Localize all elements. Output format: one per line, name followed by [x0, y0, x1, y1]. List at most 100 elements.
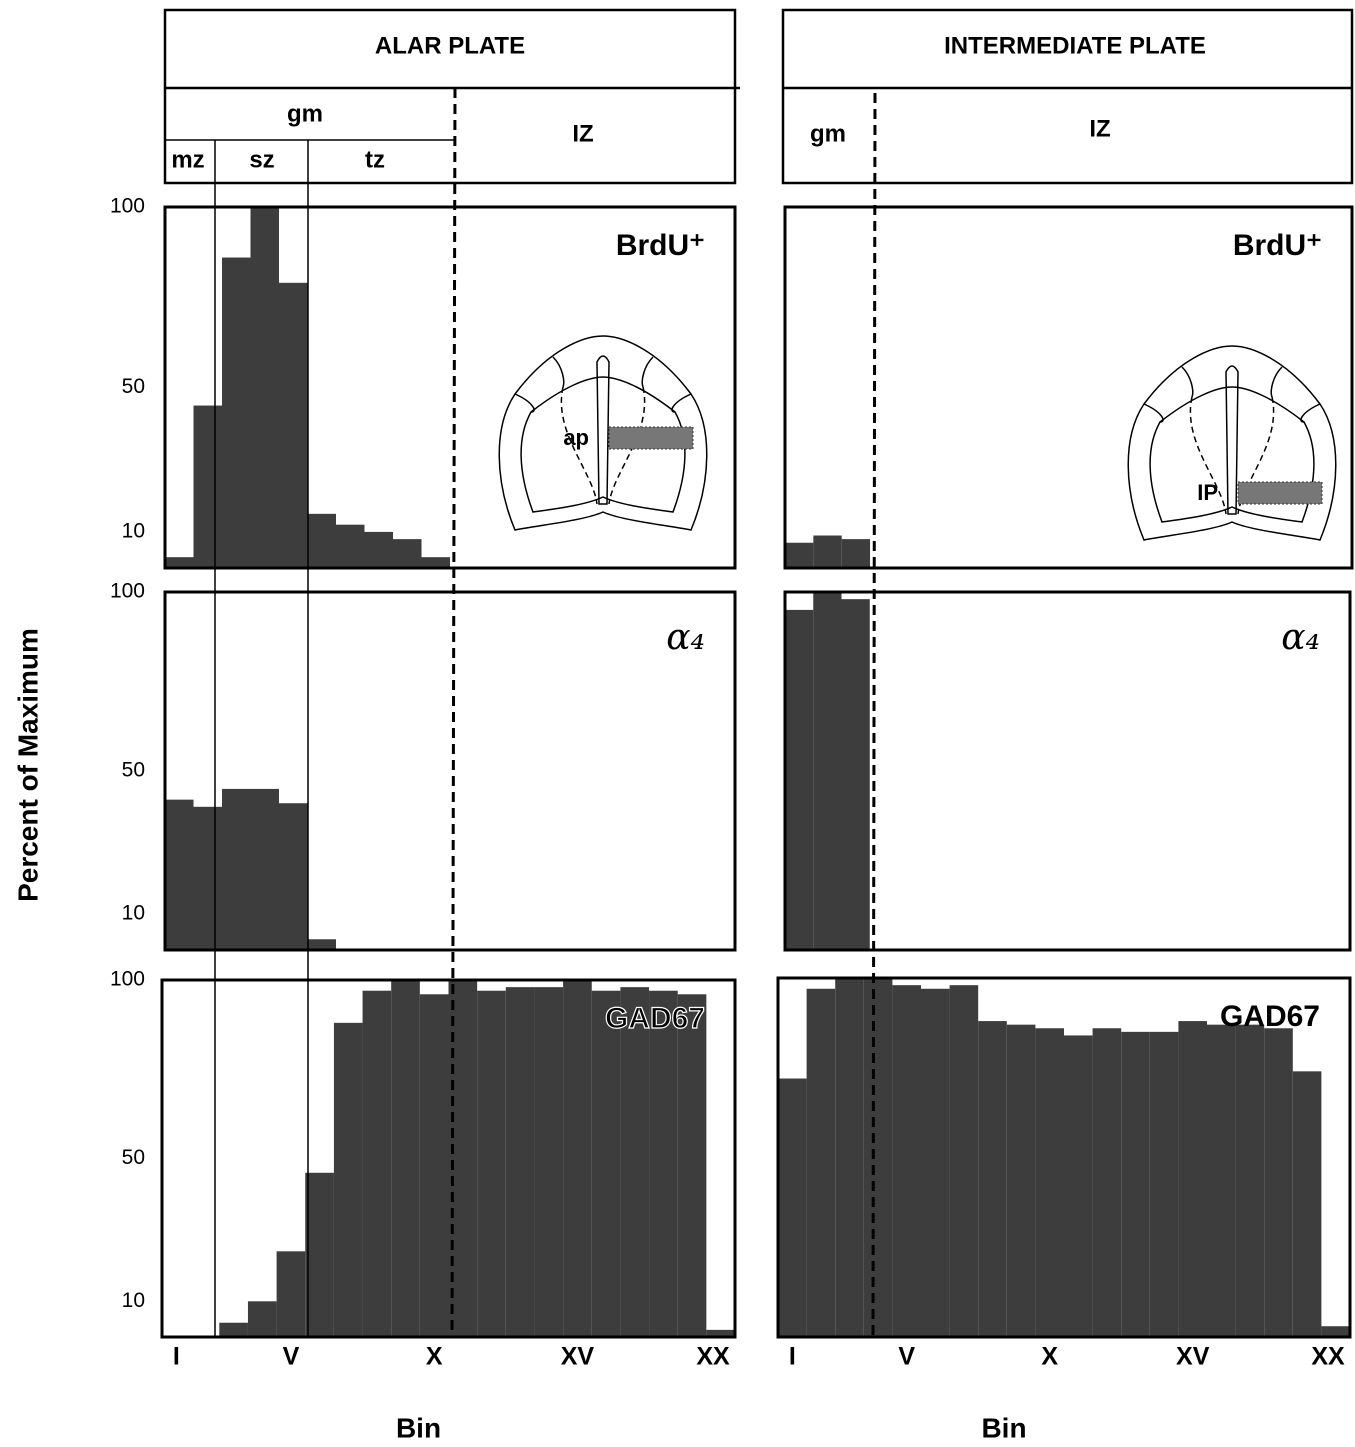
bar: [279, 803, 308, 950]
bar: [279, 283, 308, 568]
bar: [194, 807, 223, 950]
bar: [222, 258, 251, 568]
bar: [1007, 1025, 1036, 1337]
bar: [1121, 1032, 1150, 1337]
y-tick-label: 100: [110, 195, 145, 218]
bar: [1150, 1032, 1179, 1337]
bar: [308, 514, 337, 568]
panel-title: α₄: [666, 617, 705, 658]
bar: [363, 991, 392, 1337]
bar: [308, 939, 337, 950]
bar: [835, 978, 864, 1337]
bar: [219, 1323, 248, 1337]
y-axis-title: Percent of Maximum: [12, 628, 43, 902]
x-tick-label: V: [898, 1343, 915, 1371]
zone-label: IZ: [1089, 115, 1110, 142]
x-tick-label: V: [283, 1343, 300, 1371]
inset-label: IP: [1197, 480, 1218, 505]
bar: [1093, 1028, 1122, 1337]
header-title: INTERMEDIATE PLATE: [944, 32, 1206, 59]
bar: [1178, 1021, 1207, 1337]
y-tick-label: 10: [122, 1289, 145, 1312]
bar: [778, 1079, 807, 1337]
bar: [391, 980, 420, 1337]
bar: [1207, 1025, 1236, 1337]
bar: [807, 989, 836, 1337]
y-tick-label: 50: [122, 375, 145, 398]
bar: [334, 1023, 363, 1337]
panel-title: α₄: [1281, 617, 1320, 658]
y-tick-label: 10: [122, 902, 145, 925]
bar: [251, 789, 280, 950]
zone-label: gm: [287, 100, 323, 127]
x-tick-label: XV: [561, 1343, 595, 1371]
bar: [165, 557, 194, 568]
zone-label: IZ: [572, 120, 593, 147]
inset-canal: [597, 356, 609, 504]
bar: [477, 991, 506, 1337]
bar: [842, 599, 870, 950]
bar: [506, 987, 535, 1337]
bar: [978, 1021, 1007, 1337]
bar: [194, 406, 223, 568]
bar: [365, 532, 394, 568]
panel-title: GAD67: [605, 1002, 705, 1035]
x-tick-label: XX: [1311, 1343, 1345, 1371]
zone-label: gm: [810, 120, 846, 147]
bar: [892, 985, 921, 1337]
figure: ALAR PLATE gm mz sz tz IZ INTERMEDIATE P…: [0, 0, 1355, 1447]
bar: [1064, 1035, 1093, 1337]
bar: [393, 539, 422, 568]
bar: [222, 789, 251, 950]
y-tick-label: 50: [122, 1146, 145, 1169]
x-tick-label: XX: [696, 1343, 730, 1371]
inset-region: [609, 427, 693, 449]
bar: [813, 536, 841, 568]
y-tick-label: 10: [122, 519, 145, 542]
y-tick-label: 50: [122, 759, 145, 782]
bar: [1293, 1071, 1322, 1337]
x-tick-label: X: [1041, 1343, 1058, 1371]
x-tick-label: I: [789, 1343, 796, 1371]
y-tick-label: 100: [110, 580, 145, 603]
x-axis-title: Bin: [396, 1412, 441, 1443]
zone-line: [873, 93, 875, 1337]
x-tick-label: I: [173, 1343, 180, 1371]
bar: [842, 539, 870, 568]
inset-region: [1238, 482, 1322, 504]
bar: [1321, 1326, 1350, 1337]
bar: [592, 991, 621, 1337]
header-title: ALAR PLATE: [375, 32, 525, 59]
bar: [165, 800, 194, 950]
panel-title: GAD67: [1220, 1000, 1320, 1033]
bar: [422, 557, 451, 568]
bar: [813, 592, 841, 950]
bar: [1035, 1028, 1064, 1337]
inset-outline: [1128, 346, 1336, 540]
bar: [277, 1251, 306, 1337]
bar: [785, 543, 813, 568]
zone-label: sz: [249, 146, 274, 173]
bar: [950, 985, 979, 1337]
bar: [563, 980, 592, 1337]
bar: [649, 991, 678, 1337]
bar: [1264, 1028, 1293, 1337]
bar: [921, 989, 950, 1337]
inset-label: ap: [563, 425, 589, 450]
x-tick-label: X: [426, 1343, 443, 1371]
y-tick-label: 100: [110, 968, 145, 991]
x-axis-title: Bin: [981, 1412, 1026, 1443]
bar: [251, 207, 280, 568]
bar: [864, 978, 893, 1337]
bar: [620, 987, 649, 1337]
bar: [534, 987, 563, 1337]
bar: [336, 525, 365, 568]
inset-canal: [1226, 366, 1238, 514]
bar: [248, 1301, 277, 1337]
panel-title: BrdU⁺: [1233, 229, 1322, 262]
bar: [420, 994, 449, 1337]
zone-label: mz: [171, 146, 204, 173]
bar: [678, 994, 707, 1337]
inset: ap: [499, 336, 707, 530]
bar: [785, 610, 813, 950]
